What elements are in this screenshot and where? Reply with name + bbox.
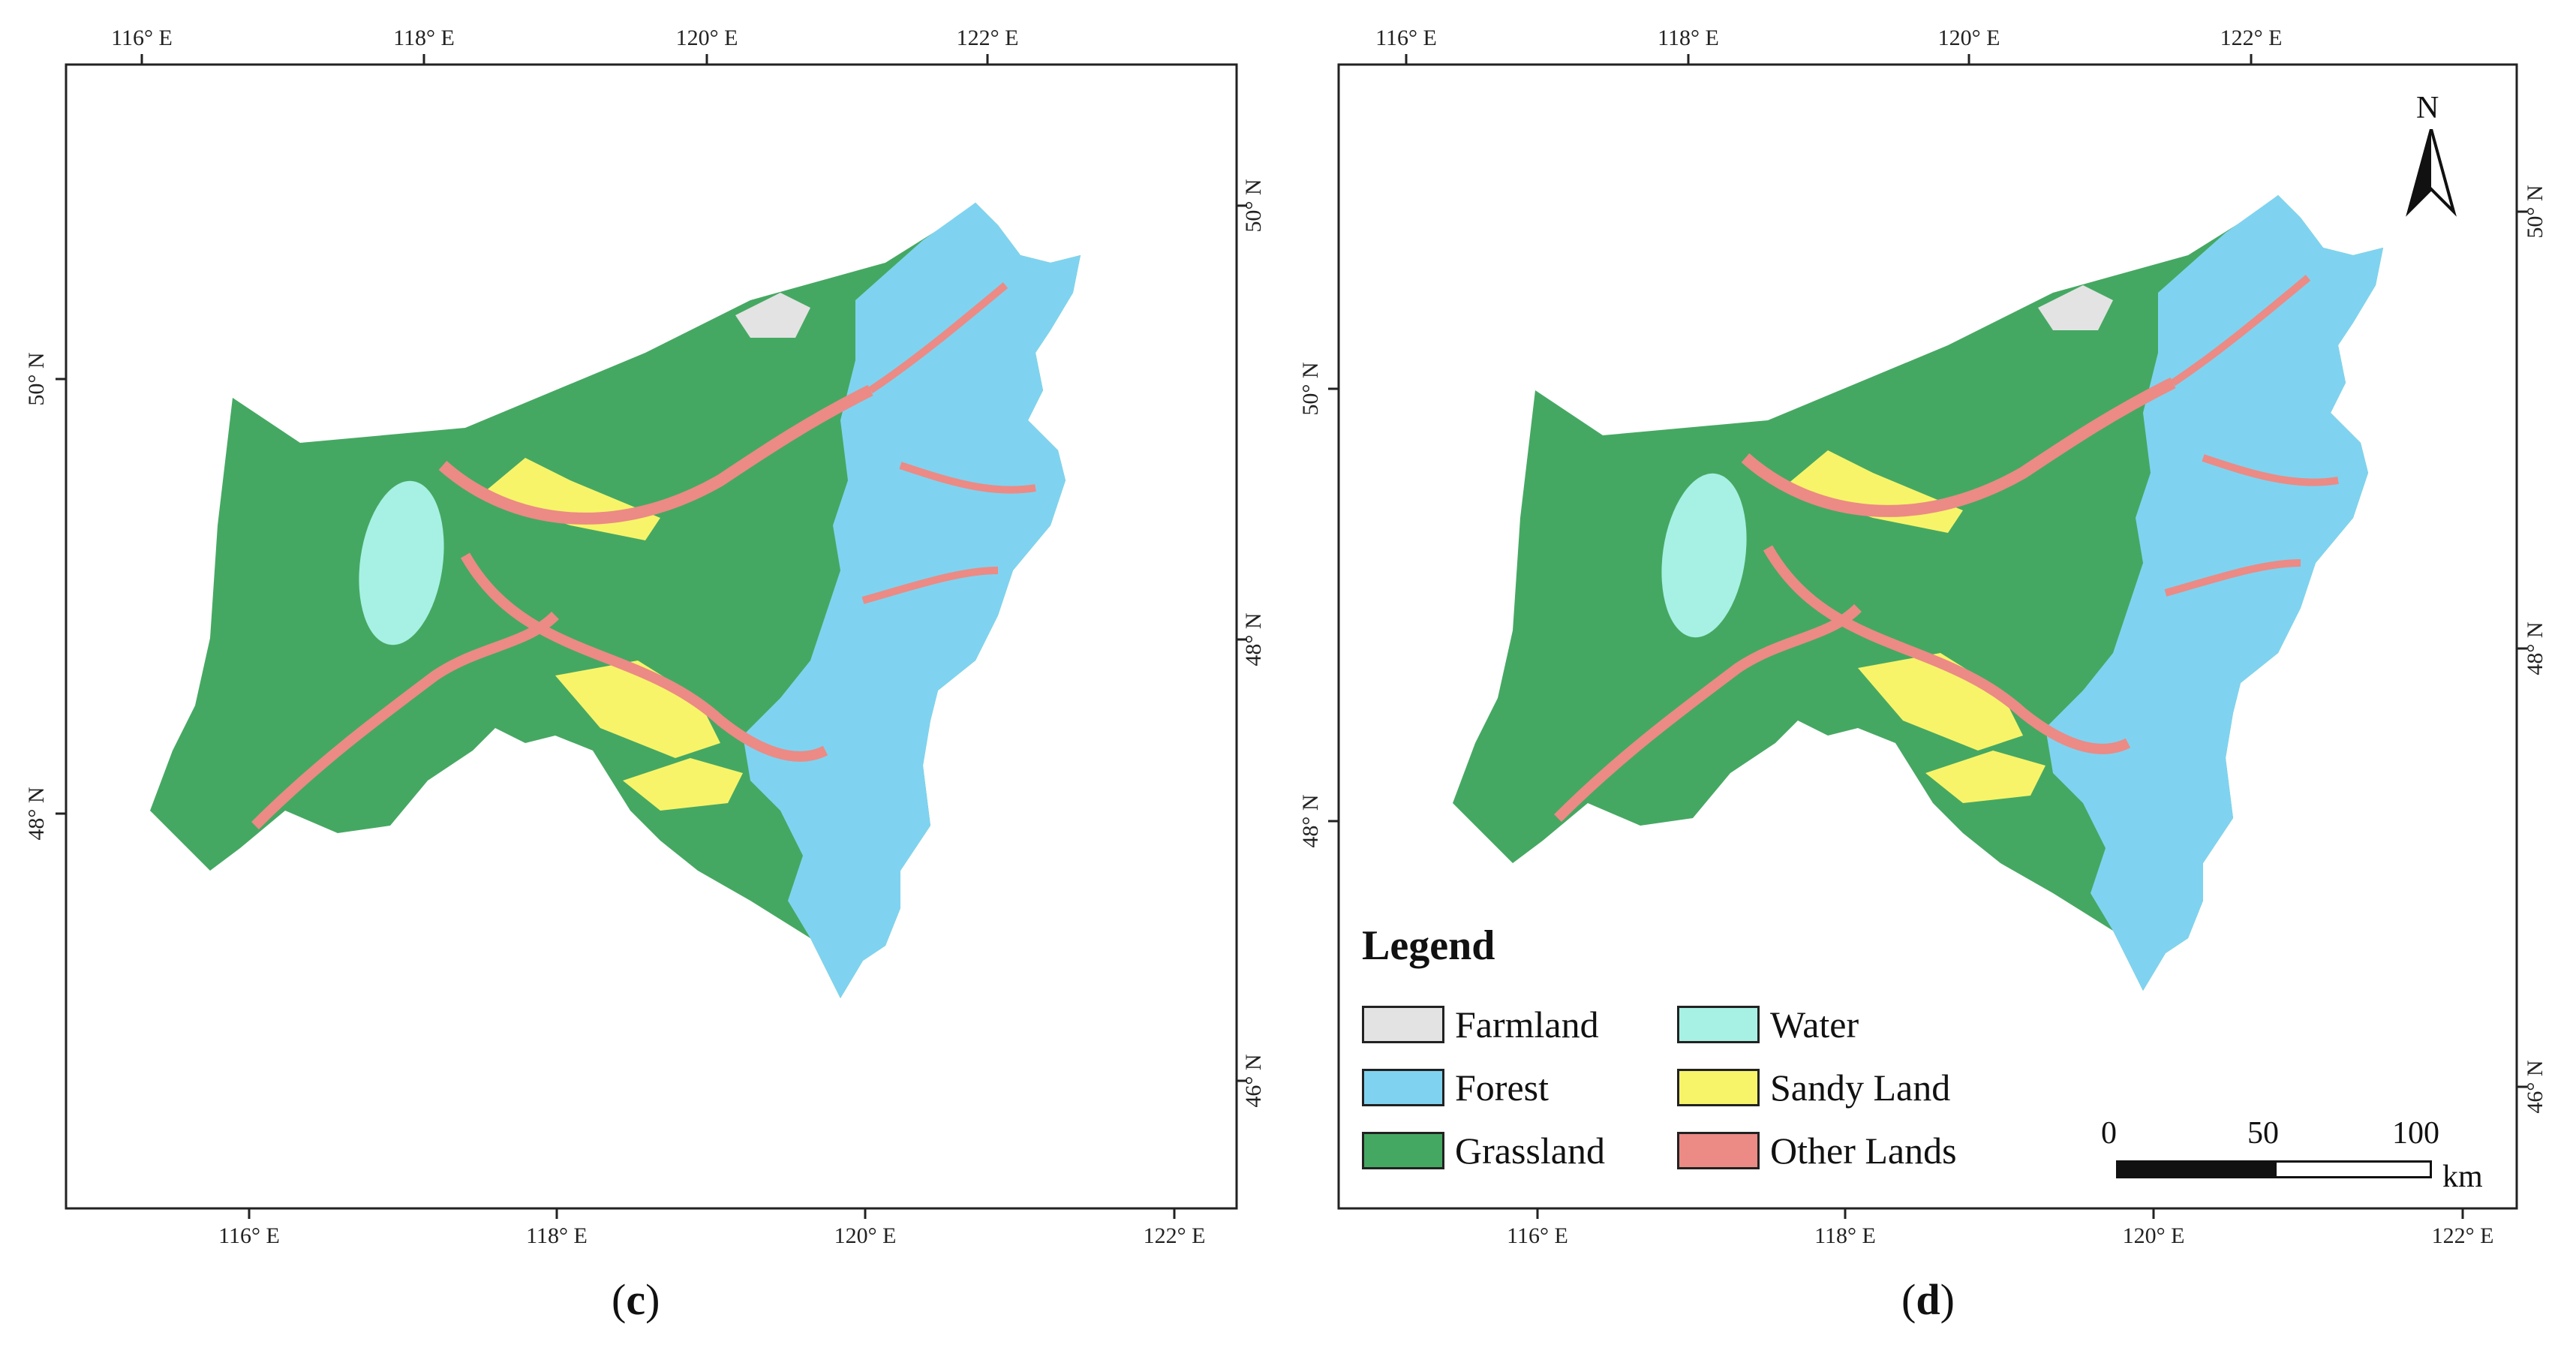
legend-label: Forest xyxy=(1455,1067,1549,1109)
left-lat-labels-d: 50° N 48° N xyxy=(1298,362,1323,847)
lon-tick-label: 120° E xyxy=(2123,1223,2185,1248)
lon-tick-label: 120° E xyxy=(834,1223,897,1248)
legend-item-other-lands: Other Lands xyxy=(1677,1129,1957,1172)
panel-letter: d xyxy=(1916,1275,1940,1324)
ticks-d xyxy=(1328,54,2527,1219)
farmland-patch xyxy=(735,293,810,338)
legend-item-grassland: Grassland xyxy=(1362,1129,1605,1172)
legend-label: Other Lands xyxy=(1770,1130,1957,1172)
lon-tick-label: 116° E xyxy=(1507,1223,1568,1248)
legend-swatch xyxy=(1362,1006,1444,1043)
lon-tick-label: 116° E xyxy=(218,1223,280,1248)
left-lat-labels-c: 50° N 48° N xyxy=(24,352,49,840)
lon-tick-label: 116° E xyxy=(1375,26,1437,50)
map-panel-d: 116° E 118° E 120° E 122° E 116° E 118° … xyxy=(1288,0,2576,1351)
ticks-c xyxy=(56,54,1247,1219)
lon-tick-label: 122° E xyxy=(1144,1223,1206,1248)
map-panel-c-svg: 116° E 118° E 120° E 122° E 116° E 118° … xyxy=(24,26,1266,1248)
other-lands-river-1 xyxy=(438,384,873,525)
legend-item-farmland: Farmland xyxy=(1362,1003,1599,1046)
panel-letter: c xyxy=(626,1275,646,1324)
legend-swatch xyxy=(1362,1132,1444,1169)
scale-tick-label: 0 xyxy=(2101,1116,2117,1151)
north-arrow: N xyxy=(2401,90,2461,217)
lon-tick-label: 118° E xyxy=(1658,26,1719,50)
map-panel-d-svg: 116° E 118° E 120° E 122° E 116° E 118° … xyxy=(1298,26,2547,1248)
legend-item-sandy-land: Sandy Land xyxy=(1677,1066,1950,1109)
lat-tick-label: 50° N xyxy=(2523,185,2547,238)
right-lat-labels-c: 50° N 48° N 46° N xyxy=(1241,179,1266,1107)
other-lands-river-3 xyxy=(1554,603,1862,822)
legend-swatch xyxy=(1677,1006,1760,1043)
lat-tick-label: 48° N xyxy=(2523,621,2547,675)
lat-tick-label: 50° N xyxy=(24,352,49,405)
lat-tick-label: 50° N xyxy=(1241,179,1266,232)
legend-swatch xyxy=(1677,1069,1760,1106)
scale-bar: 0 50 100 km xyxy=(2101,1115,2521,1213)
bottom-lon-labels-d: 116° E 118° E 120° E 122° E xyxy=(1507,1223,2493,1248)
lake-water xyxy=(1661,473,1747,638)
lon-tick-label: 122° E xyxy=(957,26,1019,50)
forest-area xyxy=(743,203,1081,998)
sandy-land-strip-2 xyxy=(1858,653,2023,751)
legend-label: Grassland xyxy=(1455,1130,1605,1172)
panel-label-d: (d) xyxy=(1901,1275,1955,1324)
legend-swatch xyxy=(1677,1132,1760,1169)
scale-bar-white-segment xyxy=(2274,1160,2432,1178)
other-lands-river-3 xyxy=(251,611,559,829)
region-map-c xyxy=(150,203,1081,998)
lat-tick-label: 46° N xyxy=(2523,1060,2547,1113)
lon-tick-label: 118° E xyxy=(393,26,455,50)
north-arrow-icon xyxy=(2406,129,2457,217)
legend: Legend Farmland Water Forest Sandy Land … xyxy=(1362,922,1992,1199)
legend-label: Water xyxy=(1770,1003,1859,1046)
scale-unit: km xyxy=(2442,1160,2483,1194)
map-frame xyxy=(65,63,1238,1210)
lon-tick-label: 120° E xyxy=(1938,26,2000,50)
lat-tick-label: 48° N xyxy=(24,787,49,840)
top-lon-labels-c: 116° E 118° E 120° E 122° E xyxy=(111,26,1018,50)
legend-label: Farmland xyxy=(1455,1003,1599,1046)
right-lat-labels-d: 50° N 48° N 46° N xyxy=(2523,185,2547,1113)
north-letter: N xyxy=(2416,91,2439,125)
scale-tick-label: 100 xyxy=(2392,1116,2439,1151)
panel-label-c: (c) xyxy=(612,1275,660,1324)
lon-tick-label: 116° E xyxy=(111,26,173,50)
lat-tick-label: 50° N xyxy=(1298,362,1323,415)
forest-area xyxy=(2045,195,2383,991)
lon-tick-label: 122° E xyxy=(2220,26,2283,50)
other-lands-river-2 xyxy=(1763,545,2131,754)
lake-water xyxy=(359,480,444,645)
legend-item-water: Water xyxy=(1677,1003,1859,1046)
legend-title: Legend xyxy=(1362,922,1495,969)
legend-item-forest: Forest xyxy=(1362,1066,1549,1109)
other-lands-river-1 xyxy=(1741,377,2176,517)
other-lands-river-2 xyxy=(460,552,828,762)
other-lands-river-4 xyxy=(861,282,1036,604)
farmland-patch xyxy=(2038,285,2113,330)
lat-tick-label: 46° N xyxy=(1241,1054,1266,1107)
map-panel-c: 116° E 118° E 120° E 122° E 116° E 118° … xyxy=(24,26,1266,1324)
legend-swatch xyxy=(1362,1069,1444,1106)
other-lands-river-4 xyxy=(2164,275,2339,597)
bottom-lon-labels-c: 116° E 118° E 120° E 122° E xyxy=(218,1223,1205,1248)
lon-tick-label: 118° E xyxy=(1814,1223,1876,1248)
scale-tick-label: 50 xyxy=(2247,1116,2279,1151)
sandy-land-strip-2 xyxy=(555,660,720,758)
sandy-land-strip-3 xyxy=(623,758,743,811)
lon-tick-label: 118° E xyxy=(526,1223,588,1248)
sandy-land-strip-3 xyxy=(1925,751,2045,803)
scale-bar-black-segment xyxy=(2116,1160,2277,1178)
map-frame xyxy=(1337,63,2518,1210)
lat-tick-label: 48° N xyxy=(1241,612,1266,666)
lat-tick-label: 48° N xyxy=(1298,794,1323,847)
legend-label: Sandy Land xyxy=(1770,1067,1951,1109)
top-lon-labels-d: 116° E 118° E 120° E 122° E xyxy=(1375,26,2282,50)
lon-tick-label: 122° E xyxy=(2432,1223,2494,1248)
region-map-d xyxy=(1453,195,2383,991)
lon-tick-label: 120° E xyxy=(676,26,738,50)
